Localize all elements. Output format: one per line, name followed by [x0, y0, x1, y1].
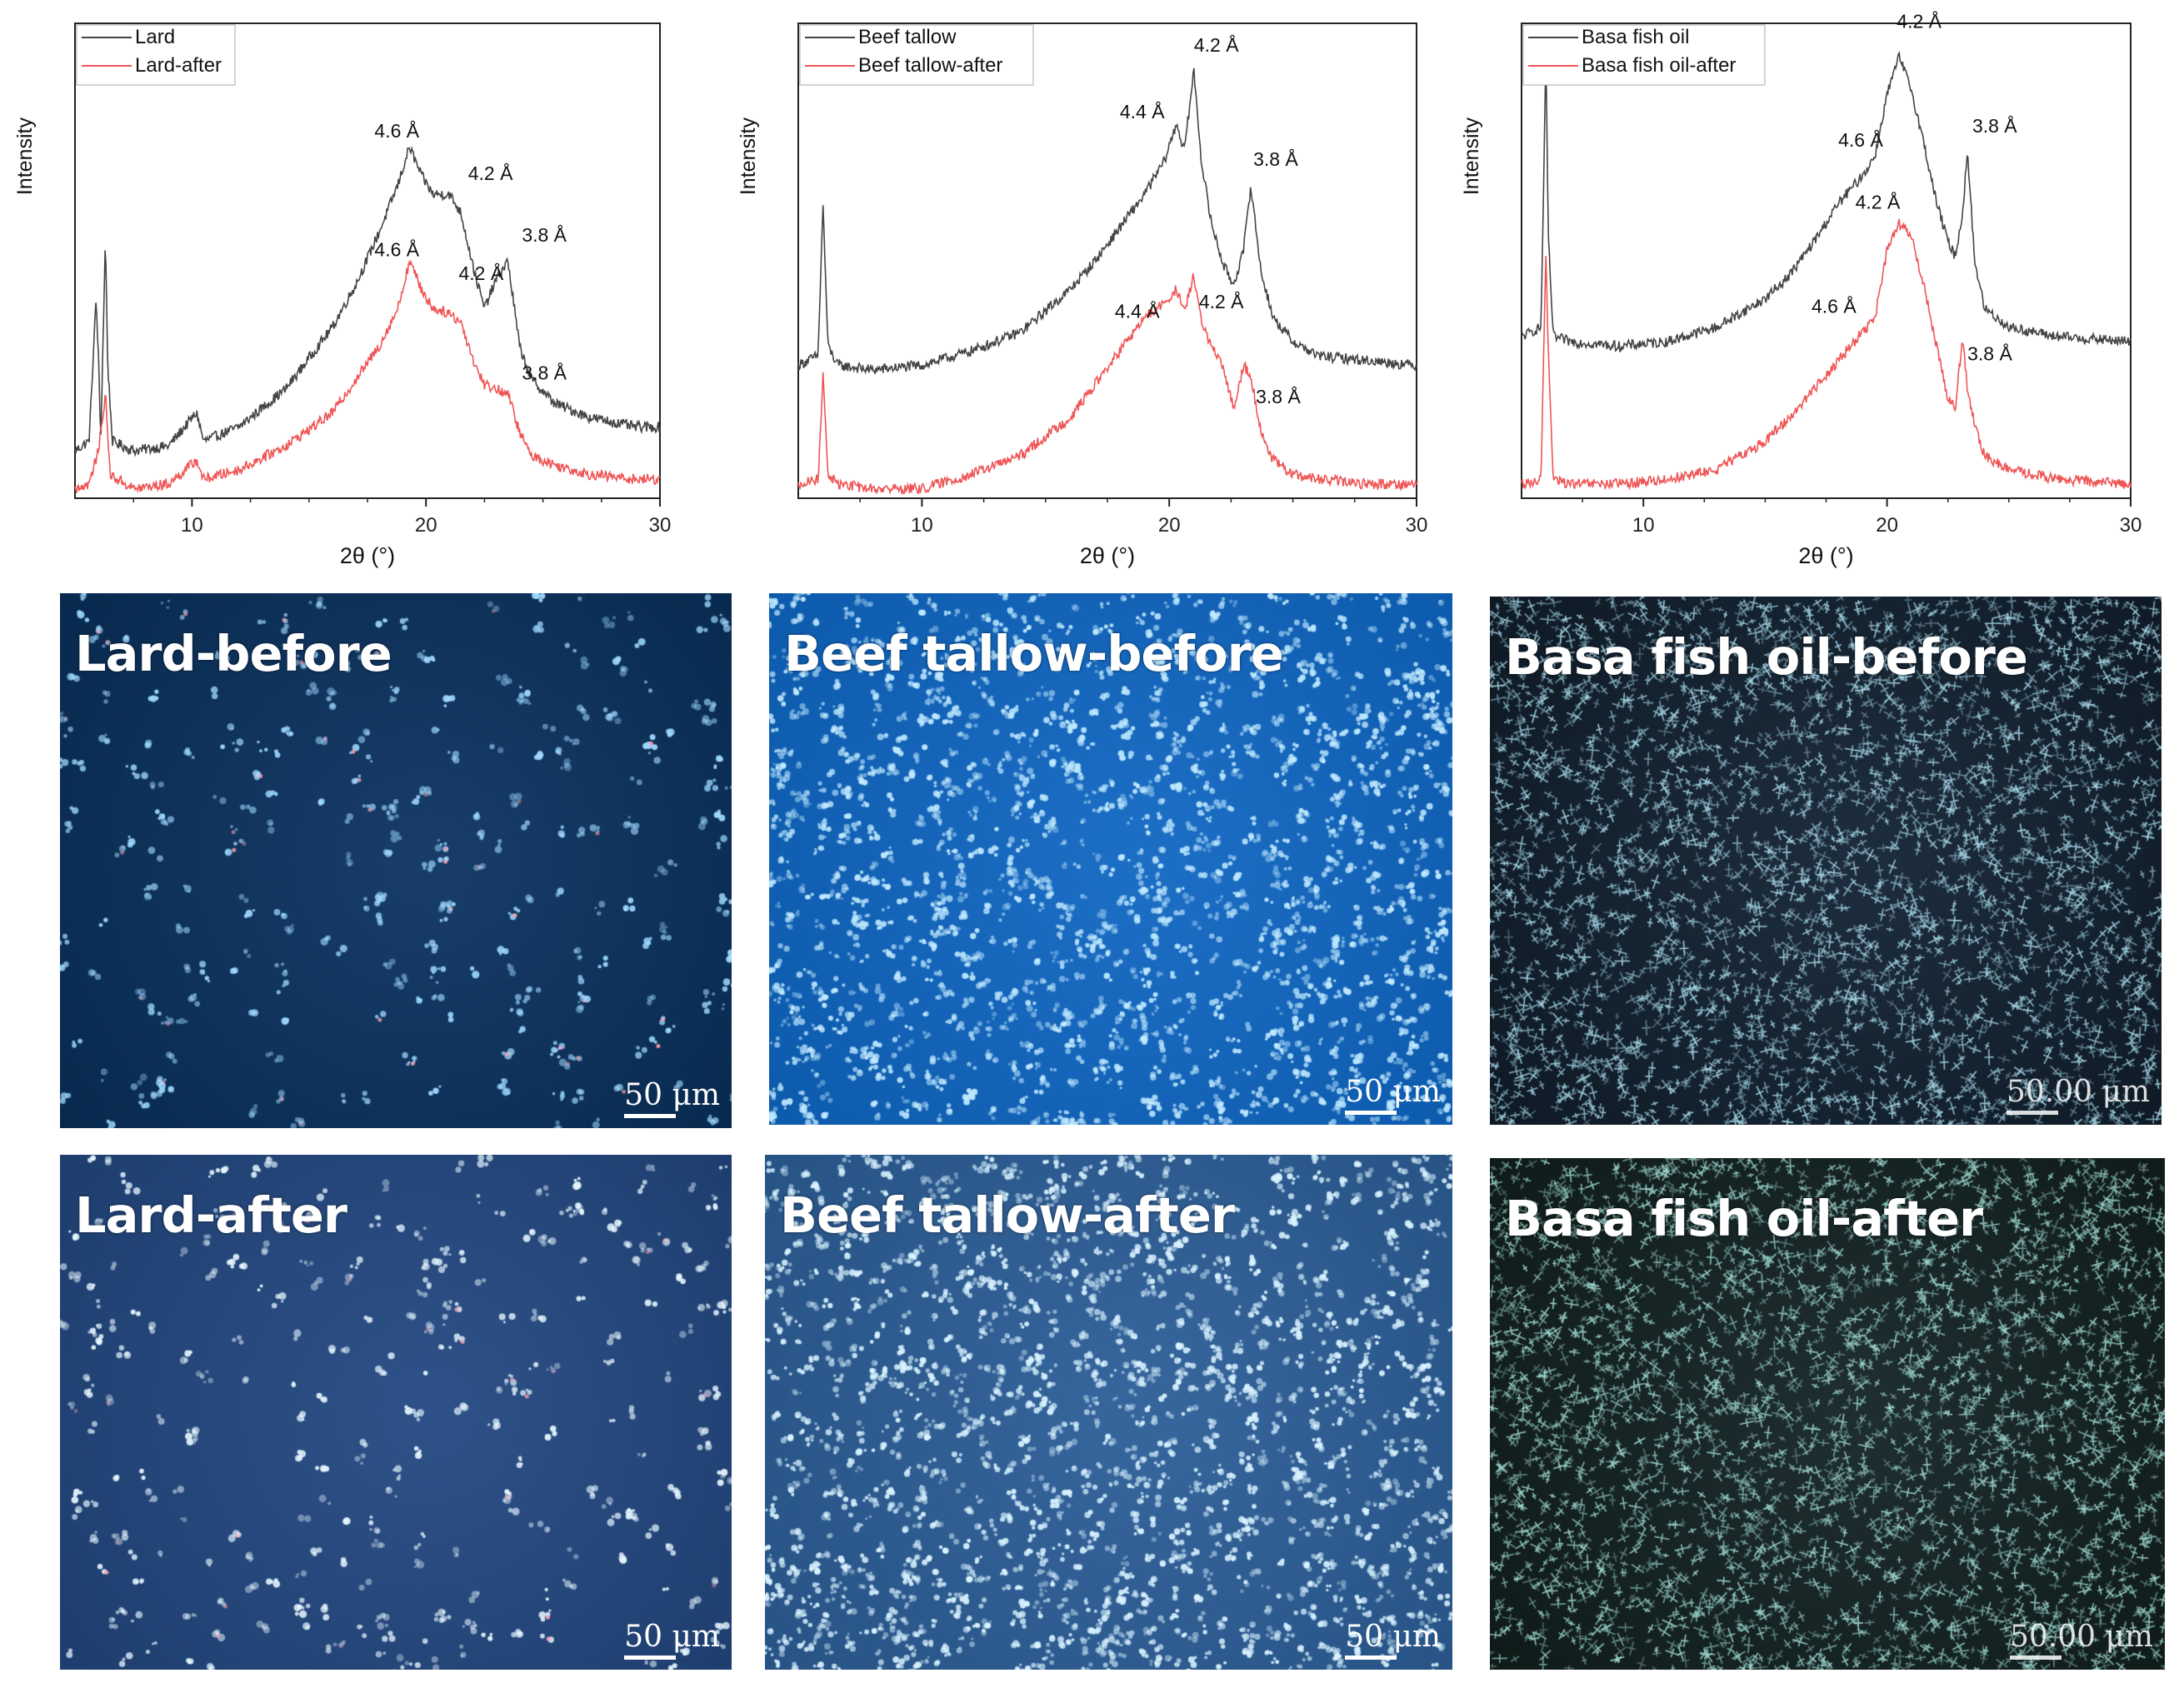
- peak-annotation: 3.8 Å: [522, 362, 567, 384]
- xrd-chart-beef-tallow: 10 20 30 2θ (°) Intensity 4.4 Å 4.2 Å 3.8 Å 4.4 …: [725, 0, 1442, 583]
- x-tick-label: 10: [1632, 514, 1655, 537]
- legend-entry: Basa fish oil-after: [1582, 54, 1736, 77]
- peak-annotation: 4.6 Å: [374, 119, 419, 142]
- peak-annotation: 4.6 Å: [374, 237, 419, 260]
- legend-box: [76, 24, 236, 86]
- xrd-plot-lard: 10 20 30 2θ (°) Intensity 4.6 Å 4.2 Å 3.8 Å 4.6 …: [13, 22, 672, 568]
- legend-entry: Lard: [135, 26, 175, 48]
- micrograph-lard-before: Lard-before 50 μm: [60, 593, 732, 1128]
- y-axis-label: Intensity: [13, 117, 37, 196]
- peak-annotation: 4.2 Å: [459, 262, 504, 284]
- series-line-before: [74, 145, 661, 457]
- scale-bar: 50 μm: [1345, 1620, 1441, 1660]
- peak-annotation: 4.4 Å: [1115, 299, 1160, 322]
- scale-bar-line: [624, 1114, 677, 1118]
- micrograph-lard-after: Lard-after 50 μm: [60, 1155, 732, 1670]
- peak-annotation: 4.2 Å: [1856, 190, 1901, 212]
- peak-annotation: 3.8 Å: [1256, 385, 1301, 407]
- x-axis-label: 2θ (°): [340, 543, 395, 568]
- legend: Lard Lard-after: [76, 24, 236, 86]
- xrd-plot-basa-fish-oil: 10 20 30 2θ (°) Intensity 4.6 Å 4.2 Å 3.8 Å 4.2 …: [1460, 10, 2142, 568]
- scale-bar-line: [1345, 1656, 1397, 1660]
- legend-entry: Beef tallow-after: [858, 54, 1002, 77]
- micrograph-label: Basa fish oil-after: [1505, 1190, 1983, 1247]
- x-tick-label: 10: [181, 514, 203, 537]
- scale-bar-label: 50.00 μm: [2006, 1075, 2150, 1109]
- legend-box: [799, 24, 1034, 86]
- xrd-chart-lard: 10 20 30 2θ (°) Intensity 4.6 Å 4.2 Å 3.8 Å 4.6 …: [0, 0, 692, 583]
- series-line-before: [797, 67, 1417, 375]
- micrograph-beef-tallow-after: Beef tallow-after 50 μm: [765, 1155, 1452, 1670]
- peak-annotation: 3.8 Å: [1253, 147, 1298, 170]
- legend: Basa fish oil Basa fish oil-after: [1522, 24, 1766, 86]
- peak-annotation: 4.6 Å: [1812, 295, 1857, 317]
- x-tick-label: 10: [911, 514, 933, 537]
- scale-bar-line: [2006, 1111, 2058, 1115]
- micrograph-image: [60, 1155, 732, 1670]
- x-axis-label: 2θ (°): [1798, 543, 1853, 568]
- series-line-after: [1521, 218, 2132, 491]
- series-line-before: [1521, 51, 2132, 353]
- x-tick-label: 20: [1158, 514, 1181, 537]
- micrograph-label: Beef tallow-before: [784, 625, 1284, 682]
- micrograph-label: Lard-before: [75, 625, 392, 682]
- peak-annotation: 4.2 Å: [1194, 33, 1239, 56]
- scale-bar-label: 50 μm: [1345, 1075, 1441, 1109]
- plot-frame: [1521, 22, 2132, 499]
- legend: Beef tallow Beef tallow-after: [799, 24, 1034, 86]
- peak-annotation: 3.8 Å: [522, 223, 567, 246]
- legend-entry: Beef tallow: [858, 26, 957, 48]
- xrd-chart-basa-fish-oil: 10 20 30 2θ (°) Intensity 4.6 Å 4.2 Å 3.8 Å 4.2 …: [1450, 0, 2184, 583]
- scale-bar-label: 50 μm: [1345, 1620, 1441, 1654]
- scale-bar: 50.00 μm: [2006, 1075, 2150, 1115]
- peak-annotation: 4.2 Å: [468, 162, 513, 184]
- micrograph-label: Basa fish oil-before: [1505, 628, 2028, 686]
- scale-bar: 50.00 μm: [2009, 1620, 2153, 1660]
- scale-bar-label: 50 μm: [624, 1078, 720, 1112]
- xrd-plot-beef-tallow: 10 20 30 2θ (°) Intensity 4.4 Å 4.2 Å 3.8 Å 4.4 …: [737, 22, 1428, 568]
- legend-entry: Basa fish oil: [1582, 26, 1689, 48]
- micrograph-image: [60, 593, 732, 1128]
- x-tick-label: 30: [2120, 514, 2142, 537]
- scale-bar-label: 50.00 μm: [2009, 1620, 2153, 1654]
- legend-box: [1522, 24, 1766, 86]
- peak-annotation: 3.8 Å: [1967, 342, 2012, 365]
- micrograph-image: [765, 1155, 1452, 1670]
- peak-annotation: 3.8 Å: [1972, 114, 2017, 137]
- micrograph-image: [1490, 1158, 2165, 1670]
- x-axis-label: 2θ (°): [1080, 543, 1135, 568]
- micrograph-label: Lard-after: [75, 1186, 347, 1244]
- micrograph-basa-fish-oil-after: Basa fish oil-after 50.00 μm: [1490, 1158, 2165, 1670]
- x-tick-label: 30: [649, 514, 672, 537]
- peak-annotation: 4.2 Å: [1897, 10, 1942, 32]
- scale-bar: 50 μm: [624, 1620, 720, 1660]
- scale-bar-label: 50 μm: [624, 1620, 720, 1654]
- peak-annotation: 4.6 Å: [1838, 128, 1883, 151]
- x-tick-label: 20: [1876, 514, 1898, 537]
- micrograph-basa-fish-oil-before: Basa fish oil-before 50.00 μm: [1490, 597, 2162, 1125]
- scale-bar: 50 μm: [1345, 1075, 1441, 1115]
- micrograph-label: Beef tallow-after: [780, 1186, 1235, 1244]
- plot-frame: [797, 22, 1417, 499]
- scale-bar-line: [1345, 1111, 1397, 1115]
- peak-annotation: 4.4 Å: [1120, 100, 1165, 122]
- micrograph-image: [769, 593, 1452, 1125]
- scale-bar-line: [624, 1656, 677, 1660]
- legend-entry: Lard-after: [135, 54, 222, 77]
- scale-bar: 50 μm: [624, 1078, 720, 1118]
- series-line-after: [74, 259, 661, 494]
- scale-bar-line: [2009, 1656, 2062, 1660]
- series-line-after: [797, 272, 1417, 496]
- micrograph-image: [1490, 597, 2162, 1125]
- y-axis-label: Intensity: [737, 117, 760, 196]
- x-tick-label: 20: [415, 514, 437, 537]
- y-axis-label: Intensity: [1460, 117, 1483, 196]
- peak-annotation: 4.2 Å: [1199, 290, 1244, 312]
- x-tick-label: 30: [1406, 514, 1428, 537]
- micrograph-beef-tallow-before: Beef tallow-before 50 μm: [769, 593, 1452, 1125]
